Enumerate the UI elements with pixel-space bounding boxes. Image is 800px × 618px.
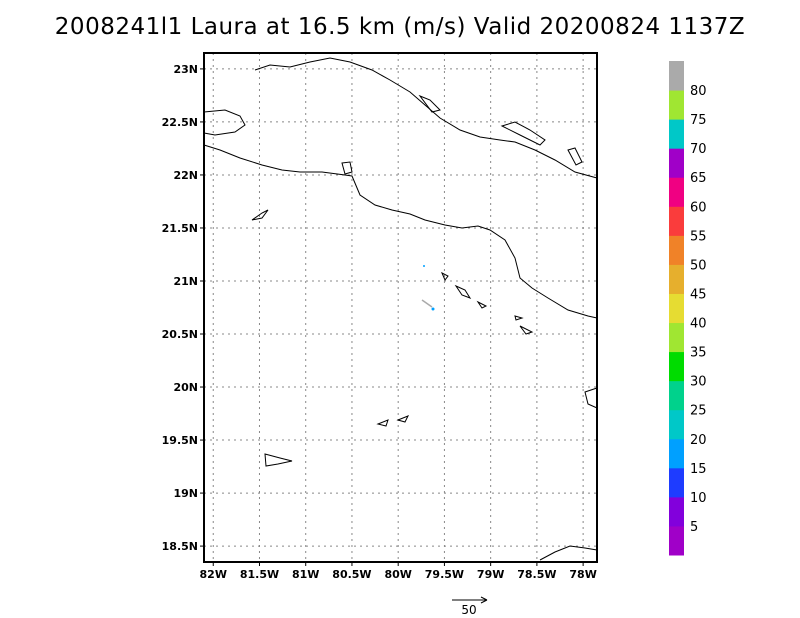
- colorbar-label: 70: [690, 142, 707, 157]
- lon-tick-label: 80.5W: [332, 568, 371, 581]
- colorbar-label: 50: [690, 258, 707, 273]
- coastlines: [203, 57, 598, 561]
- lat-tick-label: 18.5N: [162, 540, 198, 553]
- south-coastline: [539, 545, 598, 561]
- colorbar-segment: [669, 467, 684, 498]
- colorbar-label: 35: [690, 346, 707, 361]
- cay: [584, 387, 598, 409]
- colorbar-label: 25: [690, 404, 707, 419]
- lat-tick-label: 22.5N: [162, 116, 198, 129]
- cay: [514, 315, 524, 321]
- cay: [500, 121, 546, 146]
- cay: [418, 94, 441, 113]
- lat-tick-label: 21.5N: [162, 222, 198, 235]
- colorbar-label: 15: [690, 462, 707, 477]
- cay: [251, 209, 269, 221]
- lat-tick-label: 23N: [173, 63, 198, 76]
- lat-tick-label: 22N: [173, 169, 198, 182]
- colorbar-segment: [669, 235, 684, 265]
- colorbar-label: 80: [690, 84, 707, 99]
- colorbar-label: 40: [690, 317, 707, 332]
- lon-tick-label: 79W: [477, 568, 504, 581]
- colorbar-label: 20: [690, 433, 707, 448]
- lon-tick-label: 81.5W: [240, 568, 279, 581]
- colorbar-segment: [669, 61, 684, 91]
- cay: [567, 147, 583, 166]
- colorbar-label: 65: [690, 171, 707, 186]
- colorbar-segment: [669, 148, 684, 178]
- island-coastline: [203, 109, 246, 136]
- colorbar: 5 10 15 20 25 30 35 40 45 50 55 60 65 70 75 80: [669, 61, 707, 556]
- reference-vector-arrowhead: [480, 596, 488, 604]
- lat-tick-label: 20N: [173, 381, 198, 394]
- storm-center-marker: [431, 307, 435, 311]
- colorbar-segment: [669, 496, 684, 527]
- colorbar-label: 75: [690, 113, 707, 128]
- lon-tick-label: 78W: [569, 568, 596, 581]
- lat-tick-label: 19.5N: [162, 434, 198, 447]
- data-point-marker: [423, 265, 425, 267]
- lon-tick-label: 78.5W: [517, 568, 556, 581]
- colorbar-label: 45: [690, 287, 707, 302]
- lat-tick-label: 21N: [173, 275, 198, 288]
- colorbar-segment: [669, 177, 684, 207]
- colorbar-label: 10: [690, 491, 707, 506]
- gridlines: [204, 53, 597, 562]
- colorbar-label: 55: [690, 229, 707, 244]
- wind-vector-arrow: [421, 299, 433, 308]
- cay: [476, 300, 488, 309]
- colorbar-segment: [669, 409, 684, 440]
- cay: [341, 161, 353, 175]
- colorbar-segment: [669, 293, 684, 324]
- reference-vector-label: 50: [461, 603, 476, 617]
- colorbar-segment: [669, 119, 684, 149]
- lat-tick-label: 20.5N: [162, 328, 198, 341]
- map-title: 2008241l1 Laura at 16.5 km (m/s) Valid 2…: [54, 14, 746, 40]
- tick-labels: 23N 22.5N 22N 21.5N 21N 20.5N 20N 19.5N 19N 18.5N…: [162, 63, 597, 581]
- cay: [376, 419, 389, 427]
- colorbar-segment: [669, 264, 684, 294]
- colorbar-segment: [669, 90, 684, 120]
- cay: [396, 415, 410, 423]
- cay: [264, 453, 293, 467]
- lon-tick-label: 79.5W: [425, 568, 464, 581]
- lon-tick-label: 81W: [292, 568, 319, 581]
- colorbar-label: 60: [690, 200, 707, 215]
- colorbar-segment: [669, 438, 684, 469]
- cay: [519, 325, 534, 335]
- lon-tick-label: 82W: [200, 568, 227, 581]
- colorbar-label: 30: [690, 375, 707, 390]
- colorbar-segment: [669, 206, 684, 236]
- colorbar-segment: [669, 380, 684, 411]
- map-frame: [203, 52, 598, 563]
- north-coastline: [254, 57, 598, 179]
- lat-tick-label: 19N: [173, 487, 198, 500]
- cay: [441, 271, 449, 281]
- colorbar-segment: [669, 322, 684, 353]
- colorbar-segment: [669, 525, 684, 556]
- colorbar-segment: [669, 351, 684, 382]
- lon-tick-label: 80W: [384, 568, 411, 581]
- cay: [454, 284, 472, 299]
- colorbar-label: 5: [690, 520, 698, 535]
- cuba-coastline: [203, 144, 598, 319]
